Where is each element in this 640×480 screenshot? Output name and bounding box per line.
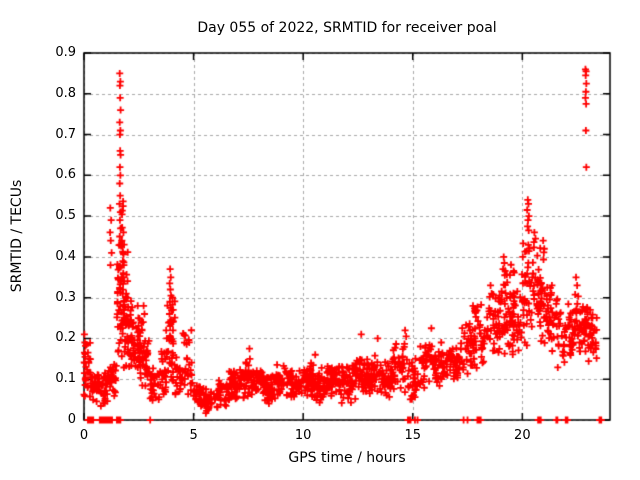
y-tick-label: 0.3 <box>55 289 76 305</box>
y-tick-label: 0.6 <box>55 167 76 183</box>
x-tick-label: 5 <box>189 428 198 443</box>
x-tick-label: 0 <box>79 428 89 443</box>
y-tick-label: 0.8 <box>55 85 76 101</box>
chart-title: Day 055 of 2022, SRMTID for receiver poa… <box>197 20 497 36</box>
y-axis-label: SRMTID / TECUs <box>9 179 25 293</box>
y-tick-label: 0 <box>67 412 76 427</box>
y-tick-label: 0.9 <box>55 45 76 60</box>
y-tick-label: 0.4 <box>55 248 76 264</box>
y-tick-label: 0.1 <box>55 371 76 387</box>
x-tick-label: 10 <box>294 428 312 443</box>
y-tick-label: 0.2 <box>55 330 76 346</box>
x-tick-label: 15 <box>404 428 422 443</box>
y-tick-label: 0.7 <box>55 126 76 142</box>
x-axis-label: GPS time / hours <box>288 450 406 466</box>
y-tick-label: 0.5 <box>55 208 76 224</box>
x-tick-label: 20 <box>514 428 531 443</box>
